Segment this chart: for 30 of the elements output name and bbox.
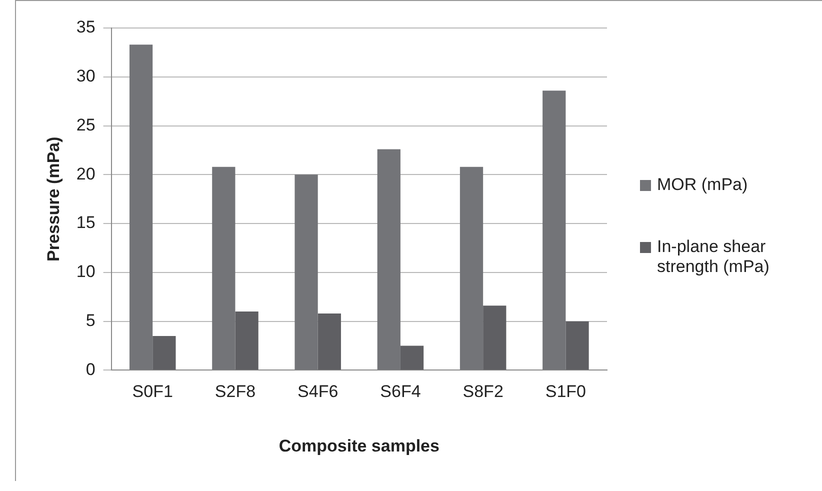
x-tick-label: S4F6: [298, 382, 338, 402]
x-tick-label: S1F0: [545, 382, 586, 402]
y-tick-label: 20: [76, 164, 96, 184]
bar: [318, 313, 341, 370]
y-tick-label: 5: [86, 311, 96, 330]
bar: [542, 90, 566, 370]
bar: [129, 44, 153, 370]
y-tick-label: 25: [76, 115, 96, 134]
y-tick-label: 15: [76, 213, 96, 232]
legend-label: MOR (mPa): [657, 175, 748, 195]
bar: [566, 321, 589, 370]
x-tick-label: S2F8: [214, 382, 256, 402]
y-axis-title: Pressure (mPa): [44, 136, 63, 262]
bar: [212, 166, 236, 370]
bar: [483, 306, 506, 370]
legend-label: In-plane shear strength (mPa): [657, 237, 770, 277]
bar: [460, 166, 484, 370]
bar: [377, 149, 400, 370]
y-tick-label: 35: [76, 18, 96, 37]
x-tick-label: S0F1: [132, 382, 173, 402]
x-tick-label: S8F2: [462, 382, 504, 402]
y-tick-label: 0: [86, 360, 96, 379]
y-tick-label: 10: [76, 262, 96, 282]
x-tick-label: S6F4: [380, 382, 421, 402]
bar: [152, 336, 176, 370]
x-axis-title: Composite samples: [278, 436, 440, 456]
bar: [235, 312, 258, 370]
bar: [400, 346, 424, 370]
y-tick-label: 30: [76, 66, 96, 86]
bar: [294, 174, 318, 370]
